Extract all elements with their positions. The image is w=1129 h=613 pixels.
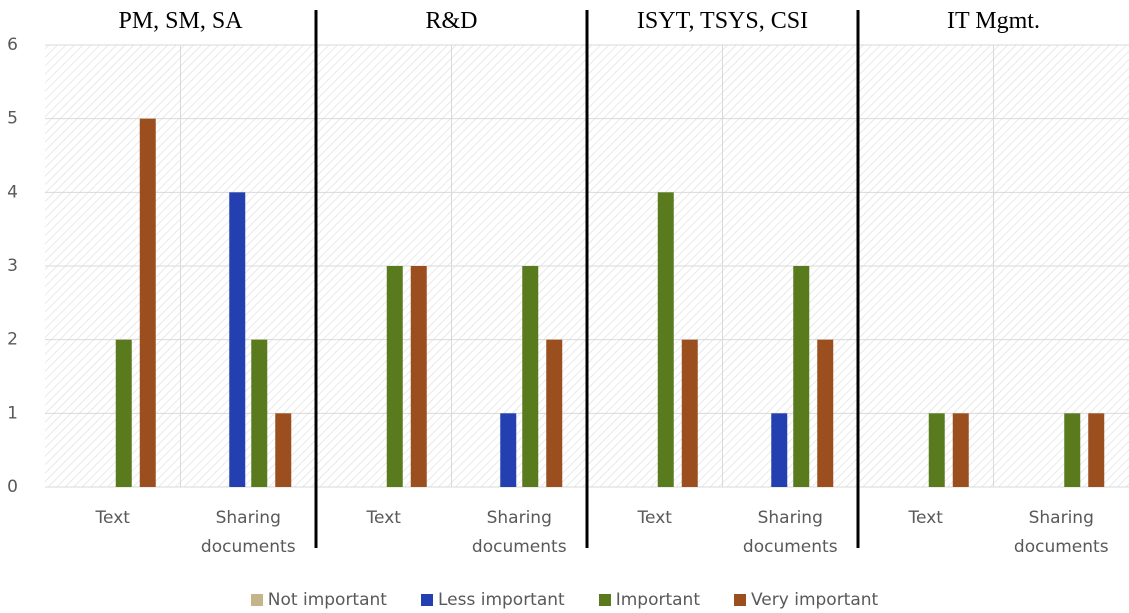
x-tick-label: Text bbox=[366, 508, 401, 528]
bar bbox=[115, 339, 132, 487]
bar bbox=[793, 266, 810, 487]
legend: Not important Less important Important Very… bbox=[0, 590, 1129, 610]
x-tick-label: Sharing documents bbox=[742, 508, 838, 557]
bar bbox=[817, 339, 834, 487]
bar bbox=[275, 413, 292, 487]
y-tick-label: 5 bbox=[7, 109, 18, 129]
y-tick-label: 0 bbox=[7, 477, 18, 497]
bar bbox=[681, 339, 698, 487]
x-tick-label: Sharing documents bbox=[1013, 508, 1109, 557]
bar bbox=[229, 192, 246, 488]
y-tick-label: 2 bbox=[7, 330, 18, 350]
group-label: R&D bbox=[425, 8, 478, 34]
legend-item: Less important bbox=[420, 590, 565, 610]
legend-swatch bbox=[420, 594, 433, 606]
x-tick-label: Text bbox=[637, 508, 672, 528]
legend-item: Important bbox=[598, 590, 700, 610]
group-label: IT Mgmt. bbox=[947, 8, 1040, 34]
bar bbox=[139, 118, 156, 488]
legend-swatch bbox=[598, 594, 611, 606]
legend-item: Very important bbox=[734, 590, 878, 610]
x-tick-label: Text bbox=[908, 508, 943, 528]
group-label: PM, SM, SA bbox=[118, 8, 243, 34]
x-tick-label: Sharing documents bbox=[200, 508, 296, 557]
bar bbox=[522, 266, 539, 487]
bar bbox=[928, 413, 945, 487]
y-tick-label: 4 bbox=[7, 182, 18, 202]
bar bbox=[1064, 413, 1081, 487]
bar bbox=[251, 339, 268, 487]
y-tick-label: 3 bbox=[7, 256, 18, 276]
legend-label: Very important bbox=[751, 590, 879, 610]
bar bbox=[1088, 413, 1105, 487]
y-tick-label: 6 bbox=[7, 35, 18, 55]
x-tick-label: Text bbox=[95, 508, 130, 528]
bar bbox=[546, 339, 563, 487]
legend-label: Less important bbox=[437, 590, 565, 610]
legend-label: Not important bbox=[267, 590, 387, 610]
bar bbox=[386, 266, 403, 487]
bar bbox=[410, 266, 427, 487]
bar bbox=[500, 413, 517, 487]
bar bbox=[657, 192, 674, 488]
legend-swatch bbox=[734, 594, 746, 606]
y-tick-label: 1 bbox=[7, 403, 18, 423]
group-label: ISYT, TSYS, CSI bbox=[636, 8, 809, 34]
x-tick-label: Sharing documents bbox=[471, 508, 567, 557]
legend-label: Important bbox=[615, 590, 700, 610]
bar bbox=[771, 413, 788, 487]
bar bbox=[952, 413, 969, 487]
legend-item: Not important bbox=[250, 590, 387, 610]
legend-swatch bbox=[250, 594, 263, 606]
